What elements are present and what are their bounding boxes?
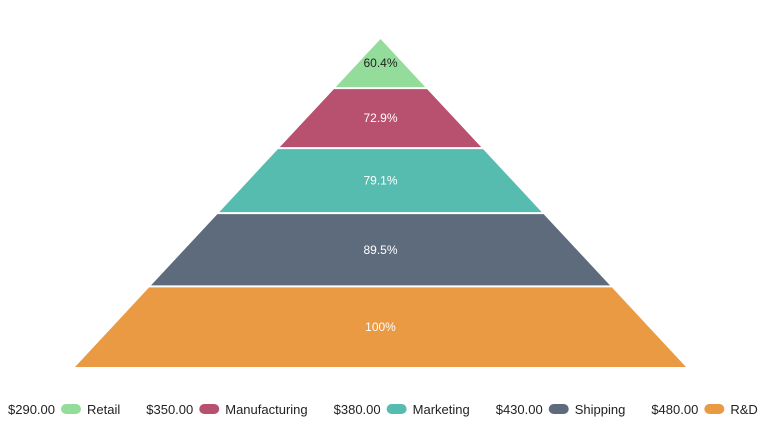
legend-swatch: [704, 404, 725, 414]
legend-item[interactable]: $290.00 Retail: [8, 402, 120, 417]
legend-value: $430.00: [496, 402, 543, 417]
legend-series-name: Retail: [87, 402, 120, 417]
legend-item[interactable]: $480.00 R&D: [651, 402, 757, 417]
legend-value: $380.00: [334, 402, 381, 417]
pyramid-slice-r-d[interactable]: [75, 287, 686, 367]
legend-series-name: Shipping: [575, 402, 626, 417]
legend-series-name: Marketing: [413, 402, 470, 417]
legend-value: $480.00: [651, 402, 698, 417]
slice-percent-label: 60.4%: [363, 56, 397, 70]
pyramid-slice-retail[interactable]: [335, 39, 426, 88]
legend-swatch: [548, 404, 569, 414]
legend-value: $350.00: [146, 402, 193, 417]
pyramid-slice-manufacturing[interactable]: [279, 89, 482, 148]
legend-value: $290.00: [8, 402, 55, 417]
pyramid-slices: [75, 39, 686, 367]
legend-swatch: [386, 404, 407, 414]
pyramid-slice-marketing[interactable]: [219, 149, 542, 213]
legend-series-name: R&D: [730, 402, 757, 417]
legend-item[interactable]: $430.00 Shipping: [496, 402, 626, 417]
slice-percent-label: 89.5%: [363, 243, 397, 257]
slice-percent-label: 100%: [365, 320, 396, 334]
pyramid-slice-shipping[interactable]: [151, 214, 610, 286]
legend: $290.00 Retail $350.00 Manufacturing $380.00…: [8, 402, 758, 417]
legend-series-name: Manufacturing: [225, 402, 307, 417]
legend-swatch: [61, 404, 81, 414]
slice-percent-label: 72.9%: [363, 111, 397, 125]
slice-percent-label: 79.1%: [363, 174, 397, 188]
pyramid-labels: 60.4% 72.9% 79.1% 89.5% 100%: [363, 56, 397, 334]
legend-item[interactable]: $380.00 Marketing: [334, 402, 470, 417]
legend-swatch: [199, 404, 220, 414]
legend-item[interactable]: $350.00 Manufacturing: [146, 402, 307, 417]
